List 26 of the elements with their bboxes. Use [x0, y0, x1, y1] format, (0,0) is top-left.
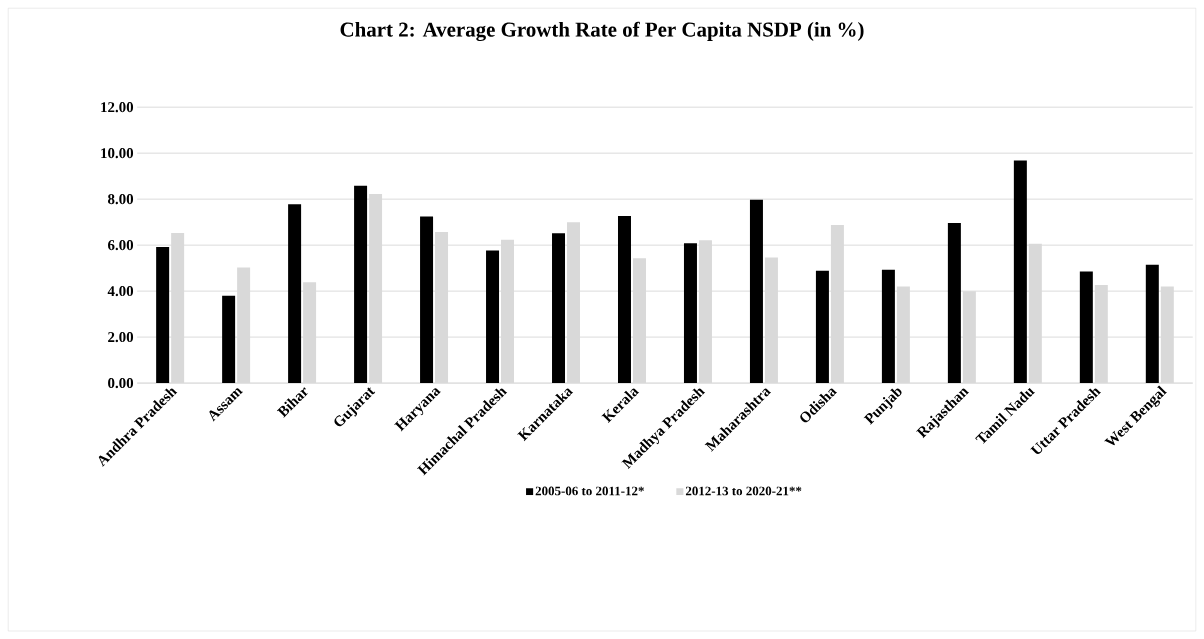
bar — [552, 233, 566, 383]
chart-title: Chart 2: Average Growth Rate of Per Capita NSDP (in %) — [340, 21, 864, 41]
y-tick-label: 10.00 — [101, 147, 134, 159]
bar — [288, 204, 302, 383]
legend-label: 2012-13 to 2020-21** — [685, 486, 802, 496]
y-tick-label: 2.00 — [108, 331, 134, 343]
y-tick-label: 6.00 — [108, 239, 134, 251]
bar — [815, 270, 829, 383]
bar — [617, 215, 631, 383]
y-tick-label: 0.00 — [108, 377, 134, 389]
bar — [354, 185, 368, 383]
y-tick-label: 12.00 — [101, 102, 134, 113]
legend-label: 2005-06 to 2011-12* — [535, 486, 644, 496]
bar — [881, 269, 895, 383]
bar — [156, 246, 170, 383]
bar — [749, 199, 763, 383]
bar — [1013, 160, 1027, 383]
y-tick-label: 8.00 — [107, 193, 134, 205]
y-tick-label: 4.00 — [107, 285, 134, 297]
bar — [1145, 264, 1159, 383]
bar — [420, 216, 434, 383]
bar — [486, 250, 500, 383]
bar — [1079, 271, 1093, 383]
bar — [947, 222, 961, 383]
bar — [222, 295, 236, 383]
bar — [683, 243, 697, 383]
